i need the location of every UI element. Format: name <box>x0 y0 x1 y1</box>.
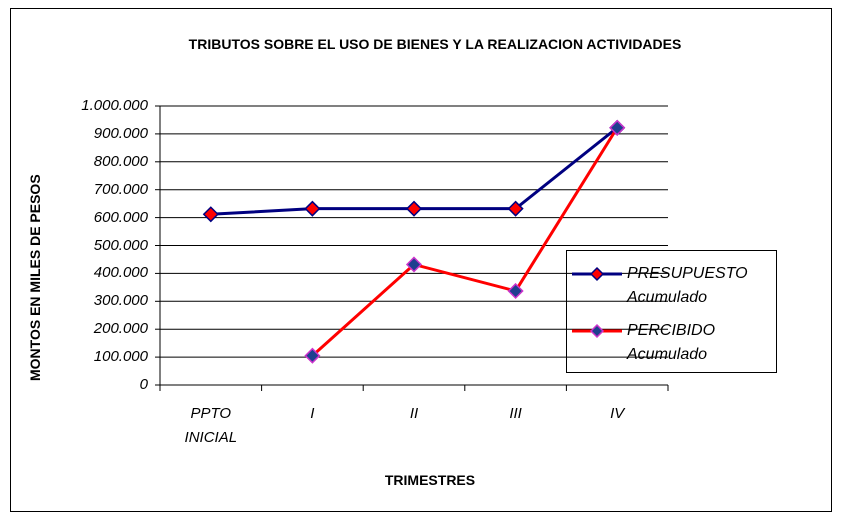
data-marker <box>202 206 219 223</box>
legend-marker <box>589 266 605 282</box>
data-marker <box>507 282 524 300</box>
x-tick-label: III <box>509 405 522 422</box>
y-tick-label: 1.000.000 <box>81 97 148 114</box>
y-tick-label: 500.000 <box>93 236 148 254</box>
data-marker <box>405 256 423 273</box>
x-tick-label: PPTO INICIAL <box>184 405 238 446</box>
y-tick-label: 900.000 <box>93 124 148 142</box>
legend-box <box>566 250 777 373</box>
y-tick-label: 800.000 <box>93 152 148 170</box>
data-marker <box>405 200 423 217</box>
y-tick-label: 200.000 <box>93 320 148 338</box>
legend-label: PRESUPUESTO Acumulado <box>627 265 748 306</box>
data-marker <box>304 200 321 217</box>
x-tick-label: II <box>409 405 419 422</box>
data-marker <box>304 347 321 364</box>
y-tick-label: 700.000 <box>93 180 148 198</box>
data-marker <box>609 119 626 136</box>
legend-marker <box>589 323 605 339</box>
y-tick-label: 400.000 <box>93 264 148 282</box>
x-tick-label: IV <box>610 405 625 422</box>
legend-label: PERCIBIDO Acumulado <box>627 322 716 363</box>
x-tick-label: I <box>310 405 315 422</box>
y-tick-label: 600.000 <box>93 208 148 226</box>
y-tick-label: 300.000 <box>93 292 148 310</box>
x-axis-title: TRIMESTRES <box>384 472 476 488</box>
data-marker <box>507 200 524 217</box>
y-tick-label: 100.000 <box>93 348 148 366</box>
chart-title: TRIBUTOS SOBRE EL USO DE BIENES Y LA REA… <box>188 36 682 52</box>
series-line <box>311 126 619 357</box>
y-tick-label: 0 <box>139 376 148 393</box>
